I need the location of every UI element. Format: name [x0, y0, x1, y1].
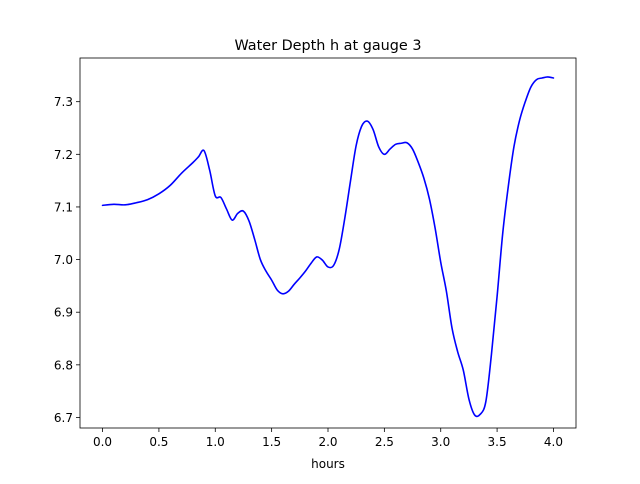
x-tick-label: 0.5: [149, 435, 168, 449]
x-tick-label: 3.5: [488, 435, 507, 449]
x-tick-label: 0.0: [93, 435, 112, 449]
axis-ticks: 0.0 0.5 1.0 1.5 2.0 2.5 3.0 3.5 4.0 6.7 6.8 6.9 7.0 7…: [54, 95, 563, 449]
y-tick-label: 6.7: [54, 411, 73, 425]
series-layer: [101, 76, 555, 418]
x-tick-label: 1.0: [206, 435, 225, 449]
y-tick-label: 6.8: [54, 358, 73, 372]
y-tick-label: 7.3: [54, 95, 73, 109]
y-tick-label: 7.1: [54, 200, 73, 214]
chart-title: Water Depth h at gauge 3: [234, 38, 421, 54]
x-tick-label: 1.5: [262, 435, 281, 449]
x-tick-label: 3.0: [431, 435, 450, 449]
y-tick-label: 7.0: [54, 253, 73, 267]
y-tick-label: 7.2: [54, 148, 73, 162]
x-tick-label: 4.0: [544, 435, 563, 449]
x-tick-label: 2.0: [318, 435, 337, 449]
series-line: [101, 76, 555, 418]
x-tick-label: 2.5: [375, 435, 394, 449]
axes-frame: [79, 57, 577, 429]
y-tick-label: 6.9: [54, 306, 73, 320]
x-axis-label: hours: [311, 457, 345, 471]
